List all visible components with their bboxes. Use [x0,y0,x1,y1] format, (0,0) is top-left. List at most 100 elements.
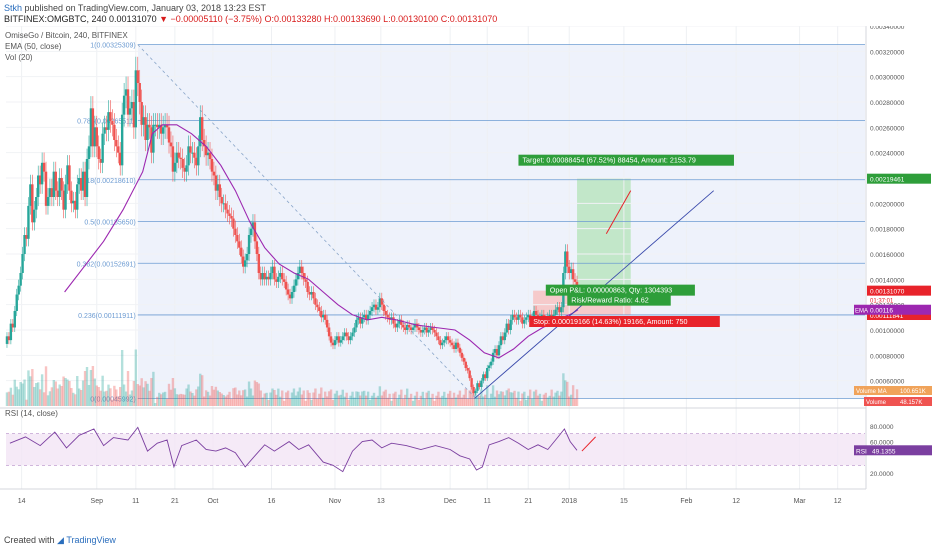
volume-bar [206,391,210,406]
volume-bar [216,390,220,406]
candle-body [292,285,296,292]
candle-body [499,336,503,346]
volume-bar [70,388,73,406]
volume-bar [202,396,206,406]
volume-bar [437,391,440,406]
volume-bar [568,396,571,406]
rsi-tag-bg [854,445,932,456]
candle-body [220,197,223,204]
volume-bar [538,393,542,406]
volume-bar [222,395,225,406]
volume-bar [527,395,530,406]
candle-body [37,175,40,197]
candle-body [247,235,251,254]
candle-body [445,336,448,341]
candle-body [113,124,116,140]
volume-bar [366,391,370,406]
candle-body [329,336,333,343]
candle-body [320,311,323,318]
candle-body [146,124,149,140]
volume-bar [13,379,16,406]
volume-bar [363,390,366,406]
volume-bar [546,397,549,406]
volume-bar [513,390,516,406]
volume-bar [132,381,136,406]
candle-body [322,314,325,318]
volume-bar [261,397,264,406]
risk-reward-label-text: Risk/Reward Ratio: 4.62 [571,296,649,305]
candle-body [333,340,337,346]
volume-bar [245,396,249,406]
candle-body [273,266,276,280]
volume-bar [491,385,495,406]
rsi-line [9,426,578,473]
candle-body [286,289,290,295]
volume-bar [156,396,159,406]
volume-bar [208,395,212,406]
volume-bar [50,387,54,406]
price-tag-bg [867,304,931,315]
candle-body [312,292,315,299]
candle-body [466,368,469,371]
candle-body [419,330,423,333]
candle-body [240,247,243,257]
chart-area[interactable]: 1(0.00325309)0.786(0.00265511)0.618(0.00… [0,26,932,531]
volume-bar [74,394,77,406]
candle-body [185,165,188,172]
candle-body [472,387,475,394]
candle-body [417,327,421,330]
volume-bar [68,381,71,406]
publisher-name[interactable]: Stkh [4,3,23,13]
candle-body [474,390,477,394]
candle-body [394,323,397,328]
price-tag-text: 0.00111841 [870,313,904,320]
volume-bar [167,383,171,406]
candle-body [206,152,210,156]
candle-body [230,216,233,219]
volume-bar [279,396,282,406]
volume-bar [163,391,167,406]
rsi-tag-label: RSI [856,448,867,455]
volume-bar [394,391,397,406]
volume-bar [566,381,569,406]
candle-body [167,127,171,143]
volume-bar [201,375,204,406]
candle-body [195,157,198,166]
volume-bar [511,392,514,406]
x-tick-label: 15 [620,498,628,505]
candle-body [282,279,286,282]
candle-body [204,146,208,156]
high-value: H:0.00133690 [324,14,381,24]
candle-body [513,314,516,318]
footer-brand[interactable]: TradingView [66,535,116,545]
volume-bar [247,381,251,406]
volume-bar [54,381,57,406]
candle-body [402,324,405,328]
volume-bar [425,392,428,406]
fib-level-label: 0.618(0.00218610) [77,178,136,185]
candle-body [54,171,57,191]
volume-bar [171,378,175,406]
volume-bar [97,387,100,406]
candle-body [255,241,259,254]
candle-body [122,95,126,115]
volume-bar [470,385,473,406]
volume-bar [204,390,208,406]
tradingview-logo-icon[interactable]: ◢ [57,535,64,545]
candle-body [13,311,16,328]
candle-body [284,281,288,290]
x-tick-label: Sep [91,498,104,505]
volume-bar [189,391,192,406]
volume-bar [517,391,520,406]
candle-body [359,317,362,324]
candle-body [290,292,294,299]
volume-bar [534,389,538,406]
low-value: L:0.00130100 [383,14,439,24]
volume-bar [79,390,83,406]
volume-bar [364,395,368,406]
volume-bar [66,379,69,406]
volume-bar [177,394,180,406]
volume-bar [573,398,577,406]
volume-bar [456,394,460,406]
volume-bar [136,384,139,406]
